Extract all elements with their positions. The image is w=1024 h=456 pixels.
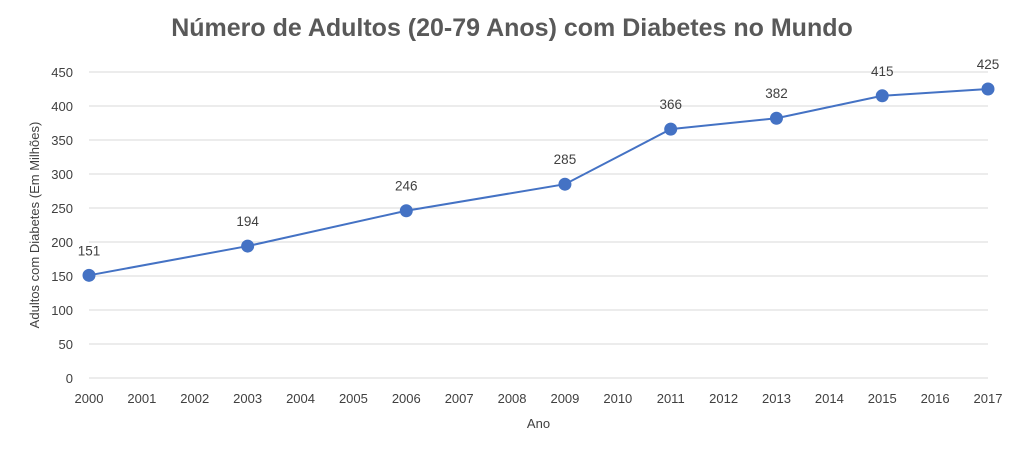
y-tick-label: 0 [66,371,73,386]
data-label: 246 [395,179,418,194]
y-tick-label: 150 [51,269,73,284]
chart-title: Número de Adultos (20-79 Anos) com Diabe… [171,14,853,42]
y-axis-title: Adultos com Diabetes (Em Milhões) [27,122,42,329]
y-tick-label: 450 [51,65,73,80]
x-tick-label: 2004 [286,391,315,406]
data-label: 382 [765,86,788,101]
x-tick-label: 2003 [233,391,262,406]
data-label: 415 [871,64,894,79]
x-tick-label: 2012 [709,391,738,406]
data-point [875,89,889,103]
x-tick-label: 2015 [868,391,897,406]
x-tick-label: 2007 [445,391,474,406]
data-point [82,268,96,282]
data-point [558,177,572,191]
x-tick-label: 2014 [815,391,844,406]
data-label: 425 [977,57,1000,72]
x-tick-label: 2016 [921,391,950,406]
x-tick-label: 2010 [603,391,632,406]
x-tick-label: 2000 [75,391,104,406]
y-tick-label: 400 [51,99,73,114]
x-tick-label: 2002 [180,391,209,406]
series-line [88,88,989,277]
data-point [399,204,413,218]
y-tick-label: 200 [51,235,73,250]
y-tick-label: 300 [51,167,73,182]
x-tick-label: 2011 [657,391,685,406]
x-tick-label: 2005 [339,391,368,406]
x-tick-label: 2017 [974,391,1003,406]
data-label: 366 [659,97,682,112]
x-tick-label: 2001 [127,391,156,406]
y-tick-label: 50 [59,337,73,352]
x-tick-label: 2013 [762,391,791,406]
x-axis-title: Ano [527,416,550,431]
data-label: 194 [236,214,259,229]
x-tick-label: 2006 [392,391,421,406]
data-point [769,111,783,125]
data-label: 285 [554,152,577,167]
data-point [664,122,678,136]
data-label: 151 [78,243,101,258]
y-tick-label: 100 [51,303,73,318]
data-point [981,82,995,96]
x-tick-label: 2009 [550,391,579,406]
y-tick-label: 350 [51,133,73,148]
y-tick-label: 250 [51,201,73,216]
x-tick-label: 2008 [498,391,527,406]
data-point [241,239,255,253]
